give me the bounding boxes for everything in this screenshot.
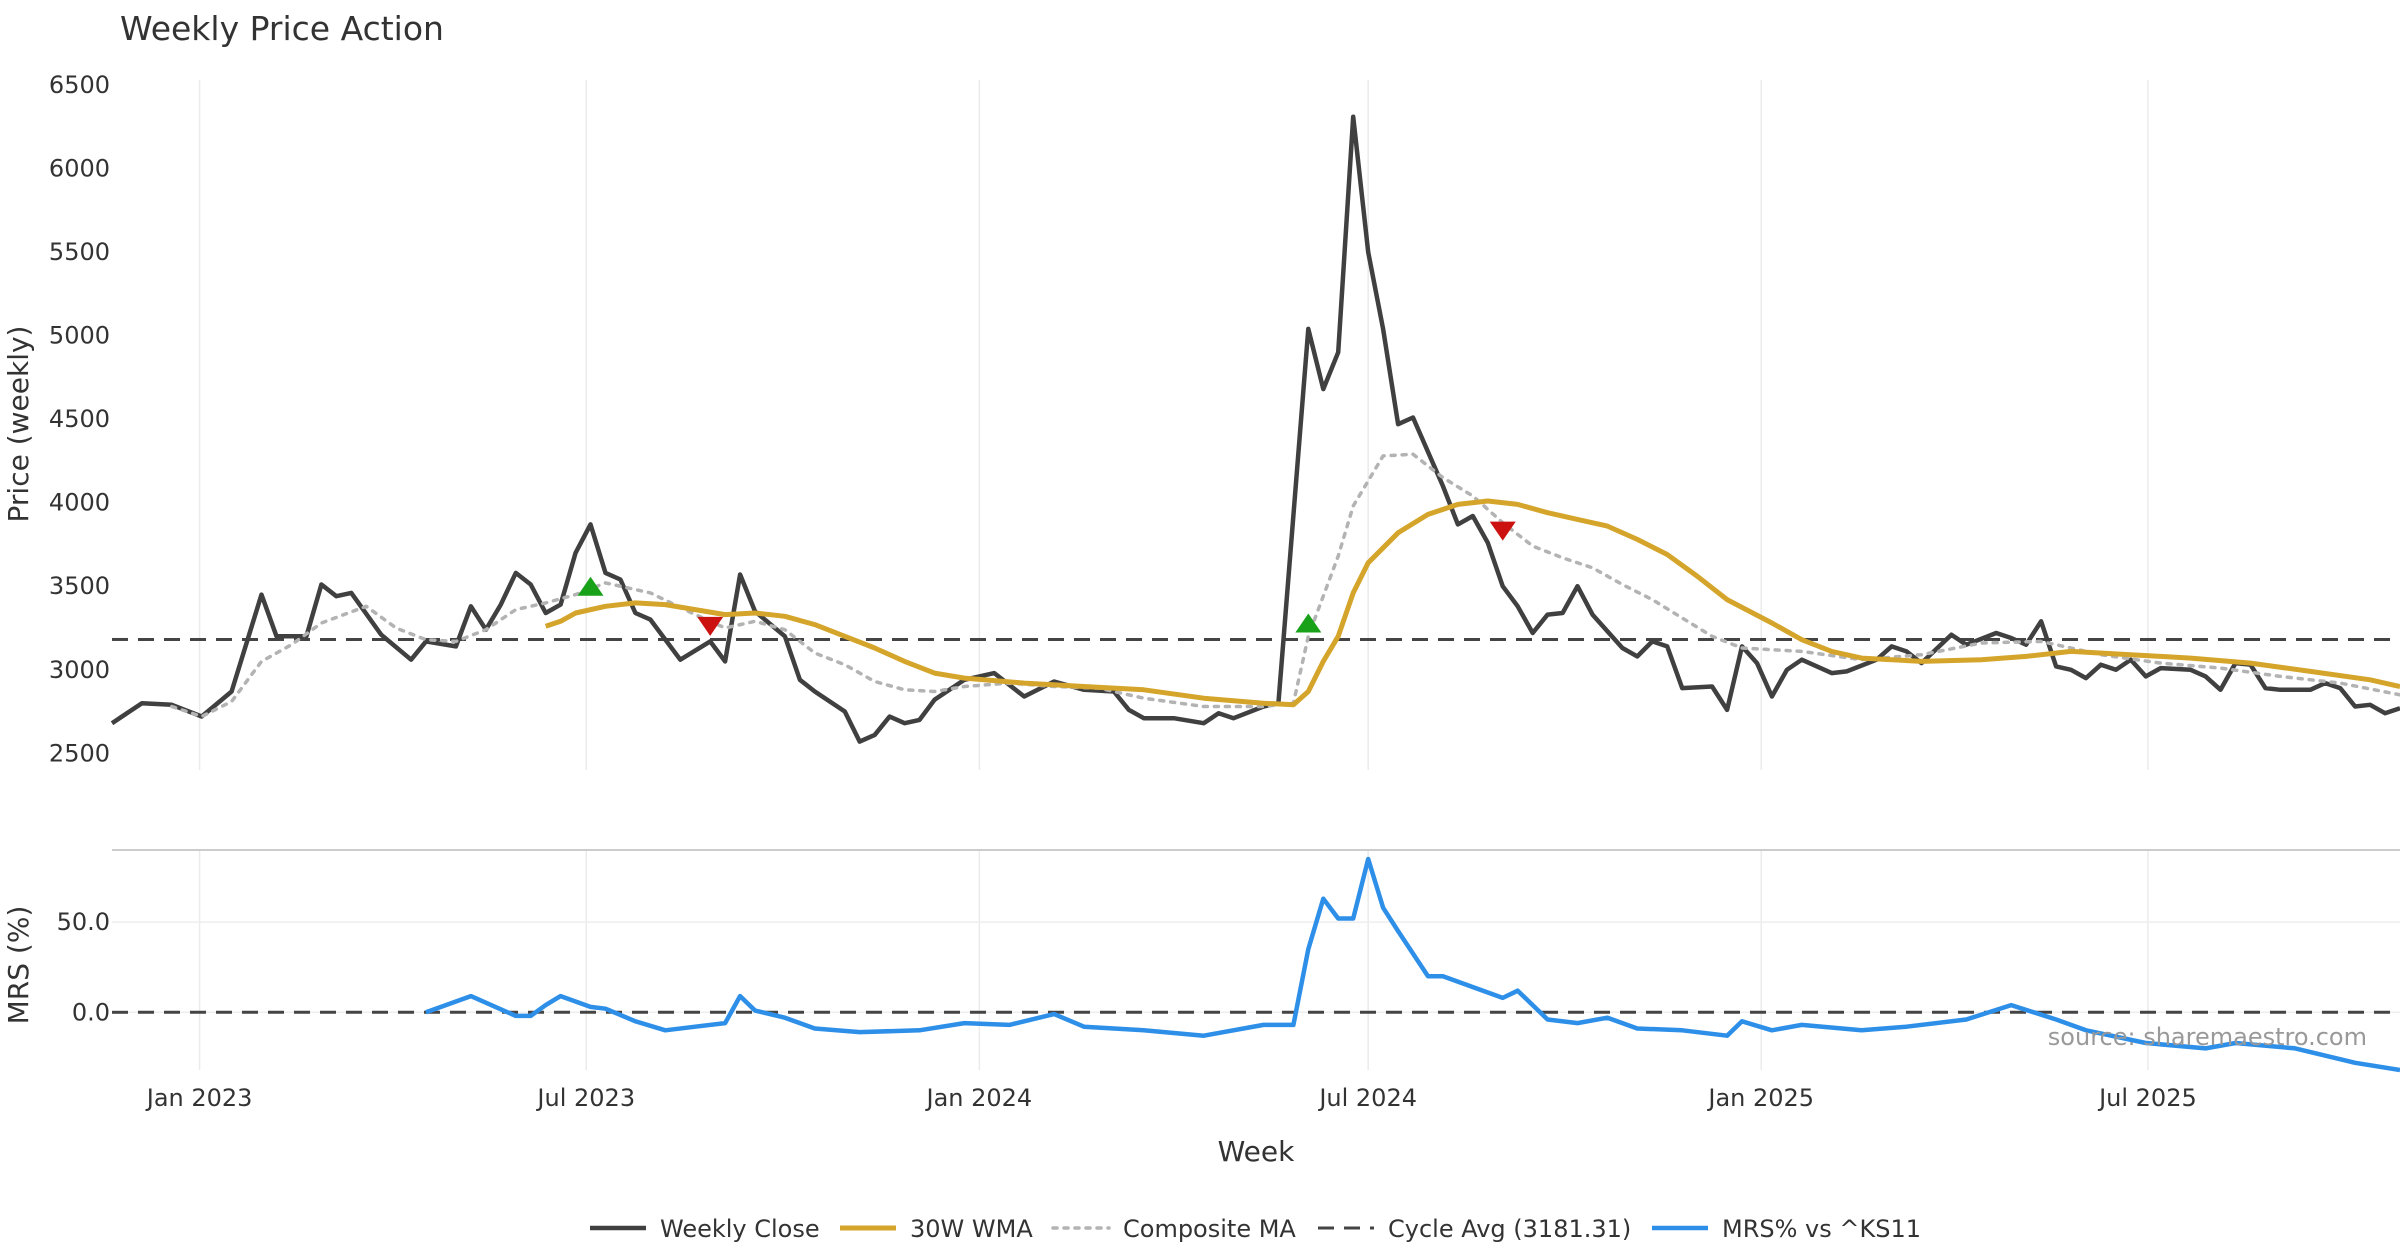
series-line-mrs-vs-ks11	[425, 856, 2400, 1073]
mrs-y-tick-label: 50.0	[57, 908, 110, 936]
signal-markers	[577, 521, 1516, 636]
legend-label: MRS% vs ^KS11	[1722, 1215, 1921, 1243]
legend-label: Composite MA	[1123, 1215, 1296, 1243]
price-y-axis-label: Price (weekly)	[2, 326, 35, 523]
x-tick-label: Jul 2024	[1317, 1084, 1417, 1112]
legend-label: Cycle Avg (3181.31)	[1388, 1215, 1631, 1243]
sell-signal-marker	[697, 616, 724, 636]
price-y-tick-label: 3500	[49, 572, 110, 600]
mrs-y-axis-label: MRS (%)	[2, 906, 35, 1025]
source-note: source: sharemaestro.com	[2048, 1023, 2367, 1051]
price-y-tick-label: 3000	[49, 656, 110, 684]
price-y-tick-label: 6500	[49, 71, 110, 99]
sell-signal-marker	[1489, 521, 1516, 541]
price-series-group	[110, 114, 2400, 744]
x-tick-label: Jul 2023	[535, 1084, 635, 1112]
series-line-composite-ma	[170, 452, 2400, 719]
price-y-ticks: 2500 3000 3500 4000 4500 5000 5500 6000 6500	[49, 71, 110, 767]
mrs-series-group	[425, 856, 2400, 1073]
x-tick-label: Jan 2024	[924, 1084, 1032, 1112]
mrs-y-ticks: 0.0 50.0	[57, 908, 110, 1026]
mrs-y-tick-label: 0.0	[72, 998, 110, 1026]
legend-label: 30W WMA	[910, 1215, 1033, 1243]
price-y-tick-label: 2500	[49, 739, 110, 767]
price-y-tick-label: 4500	[49, 405, 110, 433]
chart-title: Weekly Price Action	[120, 9, 444, 48]
price-y-tick-label: 6000	[49, 155, 110, 183]
legend-label: Weekly Close	[660, 1215, 820, 1243]
x-ticks: Jan 2023 Jul 2023 Jan 2024 Jul 2024 Jan 2025…	[145, 1084, 2197, 1112]
price-y-tick-label: 5500	[49, 238, 110, 266]
series-line-weekly-close	[110, 114, 2400, 744]
price-panel-grid	[198, 80, 2149, 770]
price-y-tick-label: 5000	[49, 322, 110, 350]
series-line-30w-wma	[544, 498, 2400, 708]
x-tick-label: Jan 2023	[145, 1084, 253, 1112]
legend: Weekly Close 30W WMA Composite MA Cycle Avg…	[590, 1215, 1921, 1243]
x-tick-label: Jul 2025	[2097, 1084, 2197, 1112]
x-tick-label: Jan 2025	[1706, 1084, 1814, 1112]
buy-signal-marker	[577, 576, 604, 596]
x-axis-label: Week	[1218, 1135, 1295, 1168]
price-y-tick-label: 4000	[49, 489, 110, 517]
buy-signal-marker	[1295, 613, 1322, 633]
